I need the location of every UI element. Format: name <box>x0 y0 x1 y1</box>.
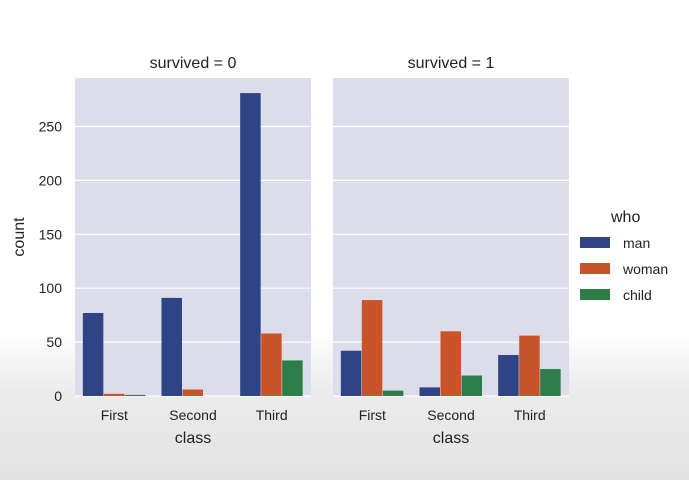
bar-child-second-panel2 <box>461 375 482 396</box>
bar-woman-second-panel2 <box>440 331 461 396</box>
x-tick-label-third-panel1: Third <box>256 407 288 423</box>
y-tick-label-50: 50 <box>46 334 62 350</box>
x-tick-label-first-panel2: First <box>359 407 386 423</box>
x-axis-title-panel1: class <box>175 430 211 447</box>
bar-man-second-panel1 <box>161 297 182 396</box>
legend-title: who <box>610 209 640 226</box>
bar-woman-third-panel2 <box>519 335 540 396</box>
panel-title-1: survived = 0 <box>150 55 237 72</box>
x-axis-title-panel2: class <box>433 430 469 447</box>
y-axis-title: count <box>11 217 28 257</box>
bar-child-first-panel1 <box>124 394 146 396</box>
bar-woman-first-panel2 <box>361 300 383 396</box>
x-tick-label-third-panel2: Third <box>514 407 546 423</box>
bar-man-first-panel1 <box>82 312 104 396</box>
legend-label-child: child <box>623 287 652 303</box>
bar-man-first-panel2 <box>340 350 362 396</box>
bar-woman-second-panel1 <box>182 389 203 396</box>
bar-woman-third-panel1 <box>261 333 282 396</box>
bar-child-third-panel2 <box>540 369 561 396</box>
legend-swatch-child <box>580 289 610 300</box>
legend-swatch-woman <box>580 263 610 274</box>
legend-label-woman: woman <box>622 261 668 277</box>
x-tick-label-second-panel1: Second <box>169 407 216 423</box>
bar-man-third-panel2 <box>498 355 519 396</box>
y-tick-label-150: 150 <box>39 226 63 242</box>
panel-title-2: survived = 1 <box>408 55 495 72</box>
legend-swatch-man <box>580 237 610 248</box>
legend-label-man: man <box>623 235 650 251</box>
bar-man-second-panel2 <box>419 387 440 396</box>
y-tick-label-200: 200 <box>39 172 63 188</box>
bar-child-first-panel2 <box>382 390 404 396</box>
y-tick-label-250: 250 <box>39 119 63 135</box>
bar-child-third-panel1 <box>282 360 303 396</box>
bar-woman-first-panel1 <box>103 393 125 396</box>
x-tick-label-second-panel2: Second <box>427 407 474 423</box>
x-tick-label-first-panel1: First <box>101 407 128 423</box>
bar-man-third-panel1 <box>240 93 261 396</box>
y-tick-label-100: 100 <box>39 280 63 296</box>
y-tick-label-0: 0 <box>54 388 62 404</box>
